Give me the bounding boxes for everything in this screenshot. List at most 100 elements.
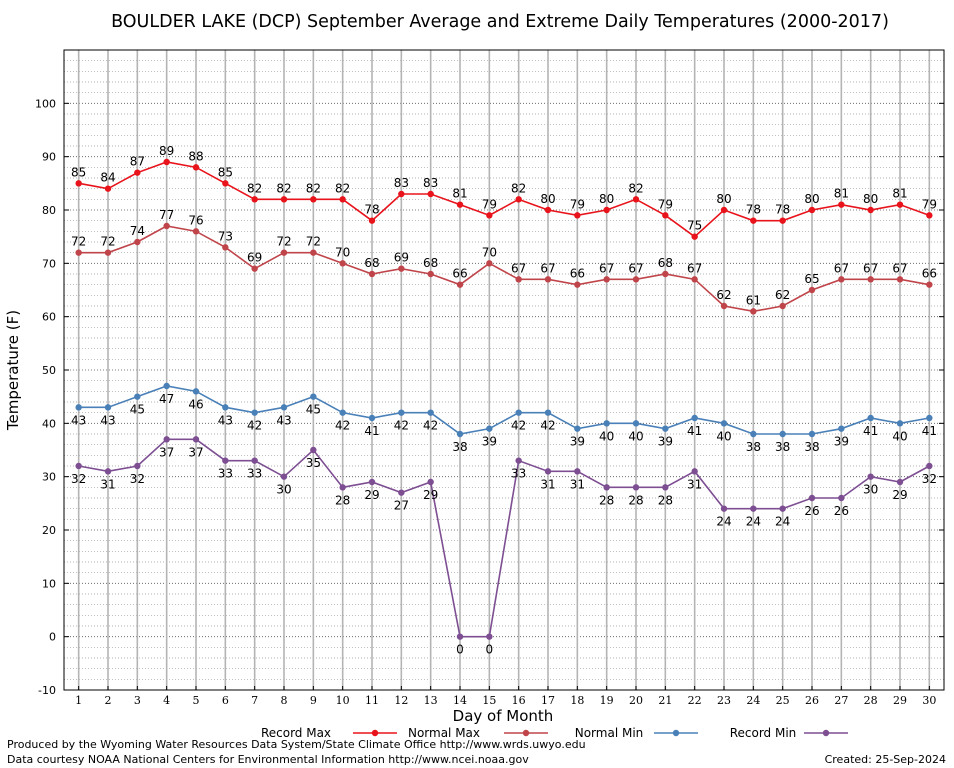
data-label: 41 bbox=[922, 424, 937, 438]
y-tick-label: 100 bbox=[35, 97, 56, 110]
data-label: 43 bbox=[276, 413, 291, 427]
data-label: 84 bbox=[100, 171, 115, 185]
data-label: 33 bbox=[218, 467, 233, 481]
x-tick-label: 20 bbox=[629, 694, 643, 707]
legend-swatch-marker bbox=[522, 729, 530, 737]
data-point bbox=[398, 190, 405, 198]
data-point bbox=[926, 212, 933, 219]
data-point bbox=[368, 217, 376, 224]
data-label: 88 bbox=[188, 149, 203, 163]
data-point bbox=[750, 430, 757, 438]
x-tick-label: 4 bbox=[163, 694, 170, 707]
data-point bbox=[838, 494, 845, 502]
data-point bbox=[134, 169, 141, 176]
data-label: 29 bbox=[892, 488, 907, 502]
x-tick-label: 22 bbox=[688, 694, 702, 707]
data-label: 39 bbox=[482, 435, 497, 449]
data-point bbox=[368, 270, 376, 278]
series-layer: 85 84 87 89 88 85 82 82 82 82 78 83 83 81 79 82 80 79 80 82… bbox=[71, 144, 937, 657]
data-label: 66 bbox=[570, 267, 585, 281]
data-label: 67 bbox=[628, 261, 643, 275]
data-label: 76 bbox=[188, 213, 203, 227]
data-label: 38 bbox=[452, 440, 467, 454]
x-tick-label: 28 bbox=[864, 694, 878, 707]
data-label: 27 bbox=[394, 499, 409, 513]
data-label: 31 bbox=[540, 477, 555, 491]
y-tick-label: 70 bbox=[42, 257, 56, 270]
data-label: 41 bbox=[364, 424, 379, 438]
data-point bbox=[603, 206, 610, 214]
data-label: 38 bbox=[746, 440, 761, 454]
data-point bbox=[867, 206, 874, 214]
x-tick-label: 26 bbox=[805, 694, 819, 707]
data-label: 81 bbox=[892, 187, 907, 201]
y-tick-label: 60 bbox=[42, 311, 56, 324]
data-label: 33 bbox=[511, 467, 526, 481]
data-label: 29 bbox=[423, 488, 438, 502]
series-record-min: 32 31 32 37 37 33 33 30 35 28 29 27 29 0 0 33 31 31 28 28 28… bbox=[71, 436, 937, 657]
data-point bbox=[632, 484, 640, 491]
data-point bbox=[574, 425, 581, 432]
data-label: 45 bbox=[130, 403, 145, 417]
data-label: 24 bbox=[716, 515, 731, 529]
data-label: 80 bbox=[863, 192, 878, 206]
data-point bbox=[867, 414, 874, 422]
data-label: 26 bbox=[804, 504, 819, 518]
data-point bbox=[456, 430, 464, 438]
data-label: 65 bbox=[804, 272, 819, 286]
y-tick-label: 80 bbox=[42, 204, 56, 217]
data-label: 67 bbox=[687, 261, 702, 275]
data-point bbox=[222, 244, 229, 251]
y-axis-label: Temperature (F) bbox=[4, 310, 22, 431]
legend-swatch-marker bbox=[672, 729, 680, 737]
data-point bbox=[632, 420, 640, 427]
y-tick-label: -10 bbox=[38, 684, 56, 697]
series-line bbox=[78, 385, 930, 435]
data-label: 28 bbox=[335, 493, 350, 507]
data-label: 67 bbox=[892, 261, 907, 275]
y-tick-label: 10 bbox=[42, 577, 56, 590]
x-tick-label: 2 bbox=[105, 694, 112, 707]
data-point bbox=[251, 457, 258, 464]
data-point bbox=[896, 420, 904, 427]
data-point bbox=[720, 420, 728, 427]
data-point bbox=[192, 164, 200, 171]
x-tick-label: 23 bbox=[717, 694, 731, 707]
data-label: 61 bbox=[746, 293, 761, 307]
data-label: 39 bbox=[834, 435, 849, 449]
data-label: 43 bbox=[218, 413, 233, 427]
data-label: 68 bbox=[364, 256, 379, 270]
data-point bbox=[896, 276, 904, 283]
data-point bbox=[574, 281, 581, 288]
data-label: 42 bbox=[394, 419, 409, 433]
y-tick-label: 50 bbox=[42, 364, 56, 377]
data-point bbox=[515, 196, 522, 203]
data-point bbox=[456, 201, 464, 208]
data-label: 30 bbox=[863, 483, 878, 497]
data-point bbox=[779, 302, 786, 310]
x-tick-label: 9 bbox=[310, 694, 317, 707]
x-tick-label: 1 bbox=[75, 694, 82, 707]
data-point bbox=[867, 276, 874, 283]
data-point bbox=[808, 430, 816, 438]
data-label: 42 bbox=[247, 419, 262, 433]
data-label: 67 bbox=[540, 261, 555, 275]
data-point bbox=[339, 196, 346, 203]
data-label: 47 bbox=[159, 392, 174, 406]
data-point bbox=[896, 478, 904, 486]
data-label: 40 bbox=[892, 429, 907, 443]
data-point bbox=[838, 425, 845, 432]
data-point bbox=[398, 265, 405, 272]
data-label: 79 bbox=[922, 197, 937, 211]
data-point bbox=[251, 265, 258, 272]
data-label: 67 bbox=[834, 261, 849, 275]
data-point bbox=[486, 212, 493, 219]
data-label: 28 bbox=[628, 493, 643, 507]
x-tick-label: 16 bbox=[512, 694, 526, 707]
data-point bbox=[456, 633, 464, 640]
data-label: 83 bbox=[423, 176, 438, 190]
data-point bbox=[808, 206, 816, 214]
data-point bbox=[163, 158, 170, 166]
data-point bbox=[486, 260, 493, 267]
data-point bbox=[398, 489, 405, 496]
